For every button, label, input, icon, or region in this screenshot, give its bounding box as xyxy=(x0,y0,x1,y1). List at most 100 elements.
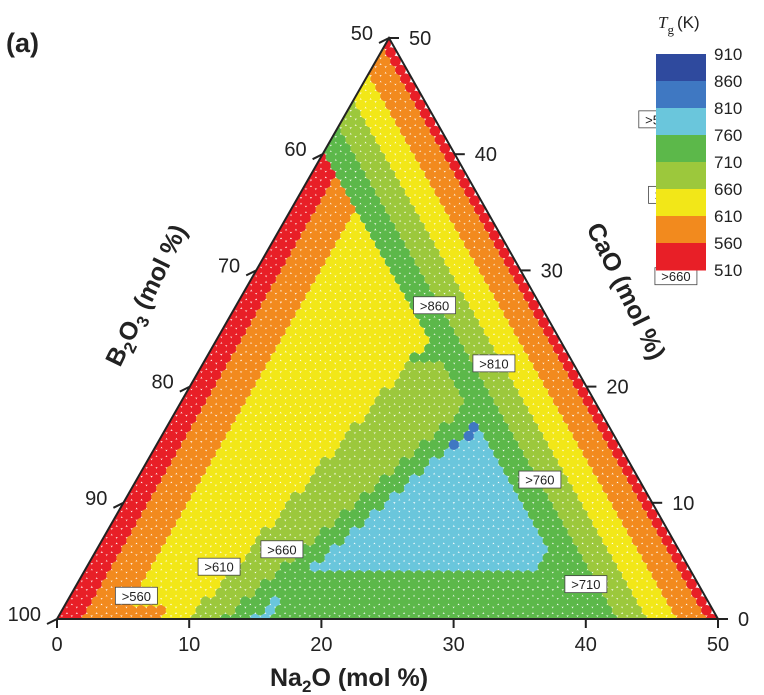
data-dot xyxy=(265,570,276,581)
data-dot xyxy=(438,456,450,468)
data-dot xyxy=(335,221,346,233)
data-dot xyxy=(319,596,331,607)
bottom-axis-tick-label: 10 xyxy=(178,634,200,656)
data-dot xyxy=(205,465,217,477)
right-axis-tick-label: 20 xyxy=(606,377,628,399)
data-dot xyxy=(191,422,202,433)
data-dot xyxy=(330,160,342,172)
data-dot xyxy=(538,317,549,329)
data-dot xyxy=(453,465,465,477)
data-dot xyxy=(414,395,425,407)
data-dot xyxy=(384,500,395,512)
data-dot xyxy=(414,239,426,250)
data-dot xyxy=(379,352,391,363)
data-dot xyxy=(131,578,142,590)
data-dot xyxy=(666,544,678,555)
data-dot xyxy=(478,544,489,555)
data-dot xyxy=(390,143,401,154)
data-dot xyxy=(344,517,356,529)
data-dot xyxy=(300,369,311,381)
data-dot xyxy=(443,395,455,407)
data-dot xyxy=(543,395,554,407)
data-dot xyxy=(166,430,177,442)
data-dot xyxy=(433,448,445,459)
data-dot xyxy=(666,596,678,607)
data-dot xyxy=(547,544,559,555)
data-dot xyxy=(345,308,356,320)
data-dot xyxy=(484,239,495,250)
data-dot xyxy=(389,404,400,416)
data-dot xyxy=(165,605,177,616)
data-dot xyxy=(533,413,544,424)
data-dot xyxy=(355,273,366,285)
data-dot xyxy=(696,613,707,619)
data-dot xyxy=(602,448,613,459)
data-dot xyxy=(404,413,415,424)
data-dot xyxy=(230,317,242,329)
data-dot xyxy=(245,552,256,564)
data-dot xyxy=(379,526,390,538)
data-dot xyxy=(359,509,370,520)
data-dot xyxy=(512,587,524,599)
data-dot xyxy=(190,491,202,503)
data-dot xyxy=(360,230,371,241)
data-dot xyxy=(195,517,207,529)
data-dot xyxy=(339,561,351,572)
data-dot xyxy=(71,596,83,607)
data-dot xyxy=(448,596,459,607)
data-dot xyxy=(369,578,380,590)
data-dot xyxy=(314,587,326,599)
data-dot xyxy=(350,247,361,259)
data-dot xyxy=(449,195,461,206)
data-dot xyxy=(96,570,107,581)
data-dot xyxy=(394,500,405,512)
data-dot xyxy=(399,474,410,485)
data-dot xyxy=(384,308,396,320)
data-dot xyxy=(394,326,406,337)
data-dot xyxy=(414,413,425,424)
data-dot xyxy=(479,247,490,259)
data-dot xyxy=(220,578,231,590)
data-dot xyxy=(488,404,500,416)
data-dot xyxy=(295,326,307,337)
data-dot xyxy=(220,544,231,555)
data-dot xyxy=(225,605,236,616)
data-dot xyxy=(215,587,226,599)
data-dot xyxy=(454,273,465,285)
data-dot xyxy=(582,413,594,424)
data-dot xyxy=(646,561,658,572)
data-dot xyxy=(607,596,618,607)
data-dot xyxy=(577,613,588,619)
data-dot xyxy=(225,395,237,407)
data-dot xyxy=(360,160,371,172)
data-dot xyxy=(503,378,514,390)
data-dot xyxy=(345,256,356,268)
data-dot xyxy=(458,369,470,381)
data-dot xyxy=(617,491,628,503)
data-dot xyxy=(161,491,172,503)
data-dot xyxy=(582,430,594,442)
data-dot xyxy=(548,404,559,416)
data-dot xyxy=(393,605,405,616)
data-dot xyxy=(61,613,73,619)
data-dot xyxy=(493,587,504,599)
data-dot xyxy=(409,160,421,172)
data-dot xyxy=(632,483,643,494)
data-dot xyxy=(349,404,361,416)
data-dot xyxy=(498,474,509,485)
data-dot xyxy=(370,212,381,224)
data-dot xyxy=(329,439,341,451)
data-dot xyxy=(359,422,371,433)
data-dot xyxy=(572,483,584,494)
data-dot xyxy=(384,465,395,477)
data-dot xyxy=(498,561,509,572)
data-dot xyxy=(498,456,509,468)
data-dot xyxy=(315,308,326,320)
data-dot xyxy=(517,561,529,572)
data-dot xyxy=(468,509,480,520)
data-dot xyxy=(400,108,411,119)
data-dot xyxy=(468,334,480,346)
left-axis-tick-label: 60 xyxy=(284,139,306,161)
data-dot xyxy=(254,605,266,616)
data-dot xyxy=(518,317,530,329)
